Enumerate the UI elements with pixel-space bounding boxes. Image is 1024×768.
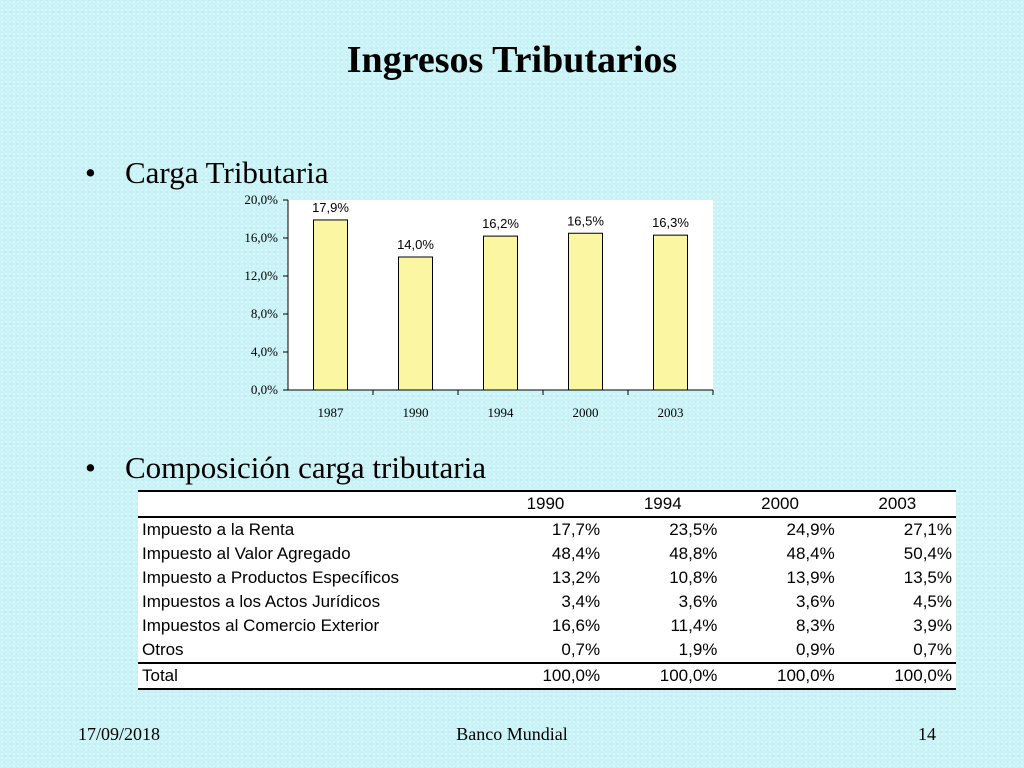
bar xyxy=(653,234,688,391)
y-tick-label: 20,0% xyxy=(244,192,278,207)
tax-burden-chart: 0,0% 4,0% 8,0% 12,0% 16,0% 20,0% 17,9% 1987 14,0… xyxy=(200,190,720,430)
table-cell: 48,8% xyxy=(669,544,718,563)
x-tick-label: 2003 xyxy=(658,405,684,420)
data-label: 16,2% xyxy=(482,216,519,231)
y-tick-label: 0,0% xyxy=(251,382,278,397)
table-row: Otros 0,7% 1,9% 0,9% 0,7% xyxy=(138,638,956,663)
footer-page-number: 14 xyxy=(918,724,936,744)
bullet-carga-tributaria: • Carga Tributaria xyxy=(85,155,329,191)
table-total-row: Total 100,0% 100,0% 100,0% 100,0% xyxy=(138,662,956,690)
header-cell: 1990 xyxy=(486,490,605,518)
bar xyxy=(483,235,518,391)
table-cell: 10,8% xyxy=(669,568,718,587)
x-tick-label: 1990 xyxy=(403,405,429,420)
bullet-marker: • xyxy=(85,155,96,190)
y-tick-label: 16,0% xyxy=(244,230,278,245)
table-row: Impuestos al Comercio Exterior 16,6% 11,… xyxy=(138,614,956,638)
row-label: Impuestos a los Actos Jurídicos xyxy=(142,592,381,611)
table-row: Impuesto al Valor Agregado 48,4% 48,8% 4… xyxy=(138,542,956,566)
table-cell: 3,6% xyxy=(678,592,718,611)
data-label: 16,3% xyxy=(652,215,689,230)
composition-table: 1990 1994 2000 2003 Impuesto a la Renta … xyxy=(138,490,956,690)
table-cell: 16,6% xyxy=(551,616,601,635)
table-cell: 3,9% xyxy=(913,616,952,635)
row-label: Impuesto a Productos Específicos xyxy=(142,568,400,587)
table-row: Impuesto a Productos Específicos 13,2% 1… xyxy=(138,566,956,590)
table-cell: 17,7% xyxy=(551,520,601,539)
table-cell: 1,9% xyxy=(678,640,718,659)
bullet-composicion: • Composición carga tributaria xyxy=(85,450,486,486)
table-cell: 0,7% xyxy=(913,640,952,659)
header-cell xyxy=(138,490,487,518)
table-cell: 100,0% xyxy=(721,662,839,690)
table-cell: 100,0% xyxy=(838,662,956,690)
slide-title: Ingresos Tributarios xyxy=(346,39,678,81)
table-cell: 24,9% xyxy=(786,520,835,539)
table-cell: 11,4% xyxy=(670,616,718,635)
bar-chart-svg: 0,0% 4,0% 8,0% 12,0% 16,0% 20,0% 17,9% 1987 14,0… xyxy=(244,192,714,420)
bullet-text: Carga Tributaria xyxy=(125,155,329,190)
table-cell: 0,7% xyxy=(561,640,601,659)
bullet-text: Composición carga tributaria xyxy=(125,450,486,485)
x-tick-label: 1987 xyxy=(318,405,345,420)
table-cell: 13,5% xyxy=(903,568,952,587)
x-tick-label: 1994 xyxy=(488,405,515,420)
table-cell: 23,5% xyxy=(669,520,718,539)
y-tick-label: 4,0% xyxy=(251,344,278,359)
header-cell: 2000 xyxy=(721,490,839,518)
table-row: Impuesto a la Renta 17,7% 23,5% 24,9% 27… xyxy=(138,517,956,542)
table-header-row: 1990 1994 2000 2003 xyxy=(138,490,956,518)
table-cell: 27,1% xyxy=(903,520,952,539)
x-tick-label: 2000 xyxy=(573,405,599,420)
row-label: Otros xyxy=(142,640,184,659)
data-label: 17,9% xyxy=(312,200,349,215)
table-cell: 3,4% xyxy=(561,592,601,611)
table-cell: 0,9% xyxy=(795,640,835,659)
table-cell: 48,4% xyxy=(551,544,601,563)
row-label: Impuestos al Comercio Exterior xyxy=(142,616,380,635)
table-cell: 50,4% xyxy=(903,544,952,563)
table-cell: 13,2% xyxy=(551,568,601,587)
bullet-marker: • xyxy=(85,450,96,485)
row-label: Impuesto al Valor Agregado xyxy=(142,544,351,563)
bar xyxy=(398,256,433,391)
y-tick-label: 8,0% xyxy=(251,306,278,321)
data-label: 16,5% xyxy=(567,213,604,228)
table-row: Impuestos a los Actos Jurídicos 3,4% 3,6… xyxy=(138,590,956,614)
table-cell: 8,3% xyxy=(795,616,835,635)
header-cell: 2003 xyxy=(838,490,956,518)
table-cell: 100,0% xyxy=(604,662,722,690)
footer-organization: Banco Mundial xyxy=(456,724,568,744)
data-label: 14,0% xyxy=(397,237,434,252)
table-cell: 4,5% xyxy=(913,592,952,611)
table-cell: 3,6% xyxy=(795,592,835,611)
row-label: Impuesto a la Renta xyxy=(142,520,295,539)
bar xyxy=(313,219,348,391)
header-cell: 1994 xyxy=(604,490,722,518)
bar xyxy=(568,232,603,391)
y-tick-label: 12,0% xyxy=(244,268,278,283)
row-label: Total xyxy=(138,662,487,690)
table-cell: 48,4% xyxy=(786,544,835,563)
footer-date: 17/09/2018 xyxy=(78,724,161,744)
table-cell: 13,9% xyxy=(786,568,835,587)
composition-table-container: 1990 1994 2000 2003 Impuesto a la Renta … xyxy=(138,490,956,690)
table-cell: 100,0% xyxy=(486,662,605,690)
